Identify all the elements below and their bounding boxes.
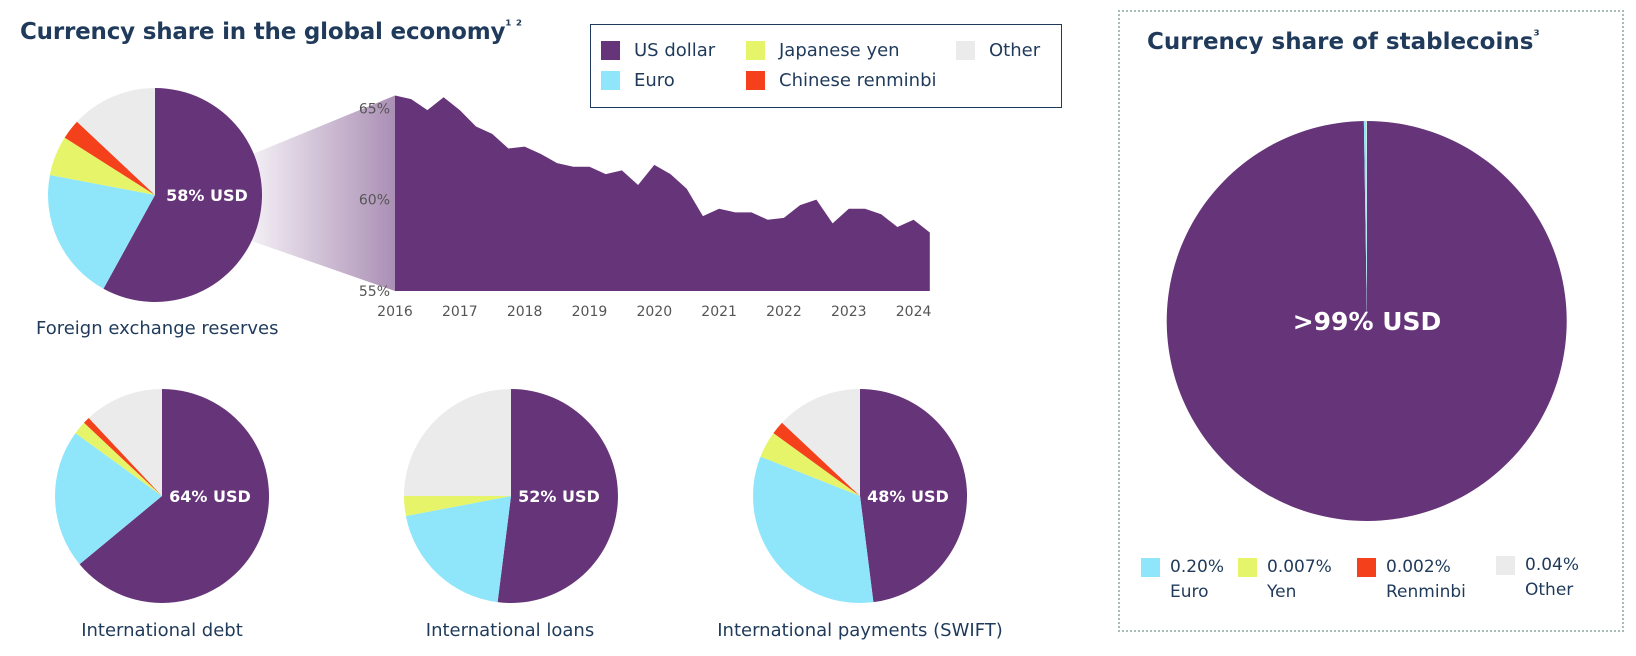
stablecoins-panel bbox=[1118, 10, 1624, 632]
pie-slice-usd bbox=[1166, 121, 1567, 521]
stablecoins-title: Currency share of stablecoins³ bbox=[1147, 28, 1540, 55]
legend-item-chinese-renminbi: Chinese renminbi bbox=[746, 70, 937, 91]
stable-legend-name: Yen bbox=[1267, 582, 1297, 602]
pie-center-label: 52% USD bbox=[518, 487, 600, 506]
x-tick-label: 2018 bbox=[507, 304, 543, 320]
legend-item-euro: Euro bbox=[601, 70, 675, 91]
legend-swatch-eur bbox=[601, 71, 620, 90]
pie-slice-eur bbox=[48, 174, 155, 289]
stable-legend-swatch-jpy bbox=[1238, 558, 1257, 577]
stable-legend-swatch-eur bbox=[1141, 558, 1160, 577]
pie-stablecoins: >99% USD bbox=[1166, 120, 1567, 521]
pie-slice-jpy bbox=[49, 137, 155, 195]
pie-slice-other bbox=[88, 389, 162, 496]
pie-slice-other bbox=[1366, 120, 1367, 321]
stable-legend-name: Other bbox=[1525, 580, 1574, 600]
stable-legend-value: 0.04% bbox=[1525, 555, 1580, 575]
x-tick-label: 2021 bbox=[701, 304, 737, 320]
pie-slice-usd bbox=[79, 389, 270, 603]
y-tick-label: 55% bbox=[359, 284, 390, 300]
pie-slice-other bbox=[782, 389, 860, 496]
pie-slice-jpy bbox=[404, 496, 511, 517]
pie-foreign-exchange-reserves: 58% USD bbox=[48, 88, 263, 302]
pie-slice-eur bbox=[405, 496, 511, 603]
legend-item-other: Other bbox=[956, 40, 1040, 61]
x-tick-label: 2019 bbox=[572, 304, 608, 320]
global-economy-charts: 58% USD 55% 60% 65% 2016 2017 2018 2019 2020 202… bbox=[48, 88, 968, 604]
zoom-connector-shape bbox=[243, 95, 395, 291]
pie-international-debt: 64% USD bbox=[55, 389, 270, 603]
usd-reserves-area-chart: 55% 60% 65% 2016 2017 2018 2019 2020 2021 2022 202… bbox=[359, 95, 932, 320]
caption-international-debt: International debt bbox=[81, 620, 243, 641]
stable-legend-value: 0.20% bbox=[1170, 557, 1225, 577]
x-tick-label: 2016 bbox=[377, 304, 413, 320]
legend-swatch-usd bbox=[601, 41, 620, 60]
pie-center-label: 48% USD bbox=[867, 487, 949, 506]
y-tick-label: 65% bbox=[359, 101, 390, 117]
main-title-footnote: ¹ ² bbox=[505, 18, 522, 34]
pie-slice-cny bbox=[773, 422, 860, 496]
pie-slice-usd bbox=[497, 389, 618, 603]
stable-legend-value: 0.007% bbox=[1267, 557, 1332, 577]
pie-slice-jpy bbox=[75, 422, 162, 496]
pie-center-label: 58% USD bbox=[166, 186, 248, 205]
pie-slice-usd bbox=[103, 88, 263, 302]
pie-center-label: 64% USD bbox=[169, 487, 251, 506]
main-title: Currency share in the global economy¹ ² bbox=[20, 18, 522, 45]
x-tick-label: 2022 bbox=[766, 304, 802, 320]
x-tick-label: 2023 bbox=[831, 304, 867, 320]
caption-international-loans: International loans bbox=[425, 620, 595, 641]
caption-foreign-exchange-reserves: Foreign exchange reserves bbox=[36, 318, 279, 339]
legend-swatch-jpy bbox=[746, 41, 765, 60]
legend-swatch-other bbox=[956, 41, 975, 60]
stable-legend-yen: 0.007% Yen bbox=[1238, 555, 1348, 610]
pie-slice-eur bbox=[752, 456, 874, 604]
pie-slice-cny bbox=[84, 418, 162, 496]
stable-legend-swatch-other bbox=[1496, 556, 1515, 575]
stable-legend-other: 0.04% Other bbox=[1496, 553, 1606, 608]
stable-legend-euro: 0.20% Euro bbox=[1141, 555, 1231, 610]
stablecoins-chart: >99% USD bbox=[1166, 120, 1567, 521]
x-tick-label: 2017 bbox=[442, 304, 478, 320]
stable-legend-swatch-cny bbox=[1357, 558, 1376, 577]
pie-slice-other bbox=[77, 88, 155, 195]
legend-swatch-cny bbox=[746, 71, 765, 90]
area-series-usd bbox=[395, 95, 930, 291]
pie-slice-eur bbox=[1363, 121, 1367, 321]
caption-international-payments: International payments (SWIFT) bbox=[717, 620, 1003, 641]
zoom-connector bbox=[243, 95, 395, 291]
pie-slice-eur bbox=[55, 433, 163, 565]
pie-slice-jpy bbox=[760, 433, 860, 496]
pie-slice-cny bbox=[64, 121, 155, 195]
stable-legend-renminbi: 0.002% Renminbi bbox=[1357, 555, 1487, 610]
stable-legend-name: Euro bbox=[1170, 582, 1209, 602]
pie-slice-other bbox=[404, 389, 511, 496]
pie-international-loans: 52% USD bbox=[404, 389, 618, 603]
legend: US dollar Japanese yen Other Euro Chines… bbox=[590, 24, 1062, 108]
x-tick-label: 2024 bbox=[896, 304, 932, 320]
pie-international-payments: 48% USD bbox=[752, 389, 968, 604]
legend-item-us-dollar: US dollar bbox=[601, 40, 715, 61]
pie-slice-usd bbox=[860, 389, 968, 603]
stable-legend-value: 0.002% bbox=[1386, 557, 1451, 577]
pie-center-label: >99% USD bbox=[1293, 307, 1442, 336]
stable-legend-name: Renminbi bbox=[1386, 582, 1466, 602]
stablecoins-title-footnote: ³ bbox=[1533, 28, 1540, 44]
x-tick-label: 2020 bbox=[636, 304, 672, 320]
legend-item-japanese-yen: Japanese yen bbox=[746, 40, 900, 61]
y-tick-label: 60% bbox=[359, 193, 390, 209]
